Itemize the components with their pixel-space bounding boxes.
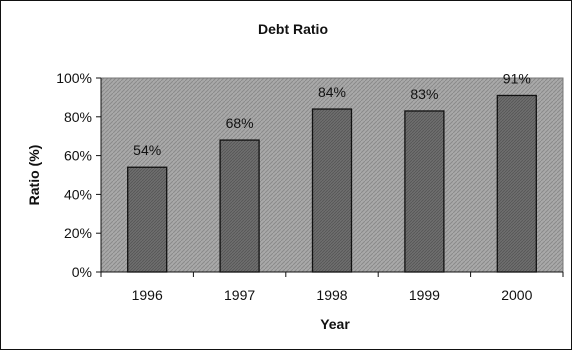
bar-1997: [219, 139, 260, 273]
x-axis-ticks: 1996 1997 1998 1999 2000: [100, 272, 564, 303]
y-axis-ticks: 0% 20% 40% 60% 80% 100%: [56, 70, 101, 280]
chart-title: Debt Ratio: [258, 21, 328, 37]
x-tick-label-1997: 1997: [224, 287, 255, 303]
bar-1996: [127, 166, 168, 273]
y-tick-label: 60%: [64, 148, 92, 164]
y-tick-label: 100%: [56, 70, 92, 86]
x-axis-title: Year: [320, 316, 350, 332]
y-tick-label: 0%: [72, 264, 92, 280]
y-axis-title: Ratio (%): [26, 145, 42, 206]
x-tick-label-1998: 1998: [316, 287, 347, 303]
bars: [127, 94, 537, 273]
x-tick-label-1996: 1996: [132, 287, 163, 303]
x-tick-label-2000: 2000: [501, 287, 532, 303]
data-label-1999: 83%: [410, 86, 438, 102]
bar-1998: [311, 108, 353, 273]
data-labels: 54% 68% 84% 83% 91%: [133, 70, 531, 158]
data-label-1998: 84%: [318, 84, 346, 100]
y-tick-label: 20%: [64, 225, 92, 241]
y-tick-label: 80%: [64, 109, 92, 125]
y-tick-label: 40%: [64, 186, 92, 202]
bar-1999: [404, 110, 445, 273]
bar-2000: [496, 94, 537, 273]
data-label-2000: 91%: [503, 70, 531, 86]
x-tick-label-1999: 1999: [409, 287, 440, 303]
data-label-1997: 68%: [226, 115, 254, 131]
data-label-1996: 54%: [133, 142, 161, 158]
